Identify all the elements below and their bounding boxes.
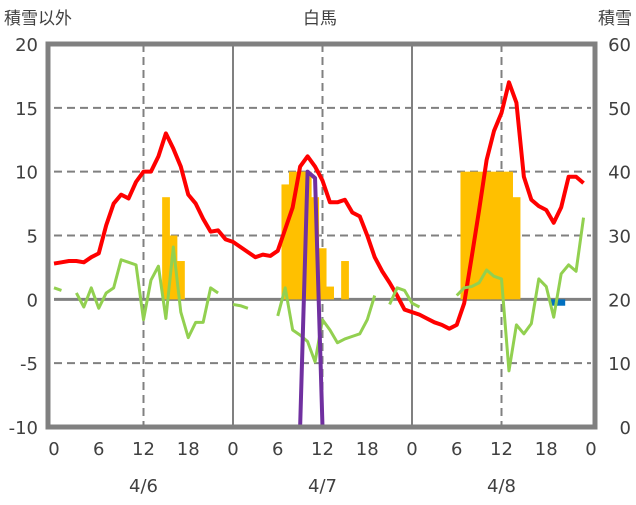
orange-bars-bar — [512, 197, 521, 300]
orange-bars-bar — [341, 261, 349, 300]
orange-bars-bar — [169, 235, 178, 300]
y-tick-left: 5 — [27, 227, 38, 248]
blue-bars-bar — [549, 299, 558, 306]
blue-bars-bar — [557, 299, 566, 306]
plot-border — [45, 41, 598, 430]
y-tick-right: 40 — [608, 163, 631, 184]
left-axis-title: 積雪以外 — [4, 9, 72, 29]
date-label: 4/8 — [487, 476, 516, 497]
date-label: 4/7 — [308, 476, 337, 497]
y-tick-right: 0 — [620, 418, 631, 439]
y-tick-right: 50 — [608, 99, 631, 120]
x-tick: 6 — [451, 439, 462, 460]
x-tick: 6 — [272, 439, 283, 460]
y-tick-left: -5 — [20, 354, 38, 375]
x-tick: 12 — [132, 439, 155, 460]
orange-bars-bar — [326, 286, 334, 300]
y-tick-right: 30 — [608, 227, 631, 248]
green-line — [455, 217, 586, 373]
x-tick: 12 — [490, 439, 513, 460]
x-tick: 18 — [356, 439, 379, 460]
green-line — [53, 286, 62, 292]
orange-bars-bar — [281, 184, 290, 300]
green-line — [232, 302, 249, 310]
red-line — [53, 80, 585, 331]
plot-frame — [45, 41, 598, 430]
x-tick: 0 — [585, 439, 596, 460]
orange-bars-bar — [318, 248, 327, 300]
y-tick-right: 60 — [608, 35, 631, 56]
orange-bars-bar — [296, 171, 305, 300]
green-line — [388, 286, 421, 309]
right-axis-title: 積雪 — [598, 9, 632, 29]
x-tick: 0 — [227, 439, 238, 460]
orange-bars-bar — [497, 171, 506, 300]
y-tick-left: 10 — [15, 163, 38, 184]
orange-bars-bar — [460, 171, 469, 300]
x-tick: 12 — [311, 439, 334, 460]
orange-bars-bar — [475, 171, 484, 300]
orange-bars-bar — [288, 171, 297, 300]
y-tick-right: 10 — [608, 354, 631, 375]
bars — [162, 171, 566, 306]
y-tick-left: -10 — [9, 418, 38, 439]
green-line — [75, 245, 219, 340]
orange-bars-bar — [482, 171, 491, 300]
orange-bars-bar — [303, 171, 312, 300]
y-tick-left: 15 — [15, 99, 38, 120]
orange-bars-bar — [505, 171, 513, 300]
orange-bars-bar — [177, 261, 185, 300]
x-tick: 6 — [93, 439, 104, 460]
orange-bars-bar — [467, 171, 476, 300]
orange-bars-bar — [162, 197, 170, 300]
x-tick: 18 — [177, 439, 200, 460]
orange-bars-bar — [490, 171, 499, 300]
x-tick: 0 — [406, 439, 417, 460]
y-tick-right: 20 — [608, 290, 631, 311]
chart-title: 白馬 — [303, 9, 337, 29]
x-tick: 0 — [48, 439, 59, 460]
y-tick-left: 20 — [15, 35, 38, 56]
x-tick: 18 — [535, 439, 558, 460]
date-label: 4/6 — [129, 476, 158, 497]
y-tick-left: 0 — [27, 290, 38, 311]
green-line — [276, 286, 377, 364]
